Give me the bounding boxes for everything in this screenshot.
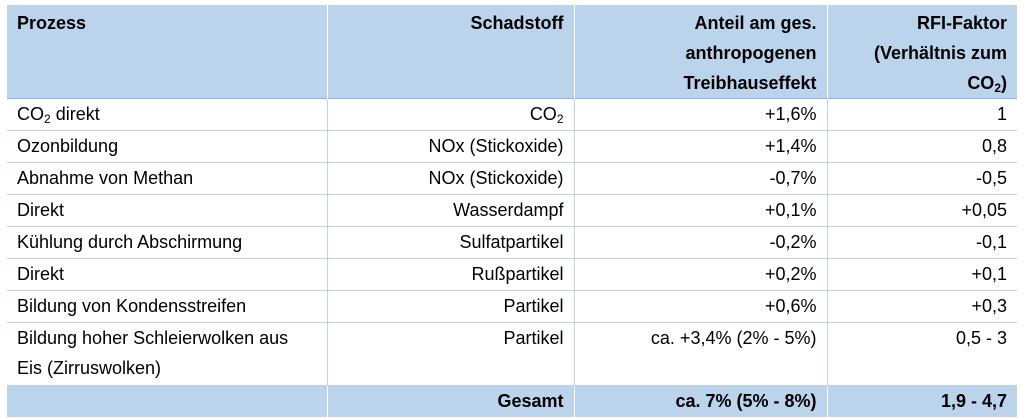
cell-schadstoff: NOx (Stickoxide) bbox=[326, 162, 574, 195]
table-body: CO2 direkt CO2 +1,6% 1 Ozonbildung NOx (… bbox=[7, 98, 1017, 386]
cell-schadstoff: Partikel bbox=[326, 290, 574, 323]
table-header: Prozess Schadstoff Anteil am ges. anthro… bbox=[7, 5, 1017, 99]
header-prozess: Prozess bbox=[7, 5, 327, 99]
total-row: Gesamt ca. 7% (5% - 8%) 1,9 - 4,7 bbox=[7, 385, 1017, 417]
cell-schadstoff: Wasserdampf bbox=[326, 194, 574, 227]
table-row: Direkt Wasserdampf +0,1% +0,05 bbox=[7, 194, 1017, 227]
cell-prozess: CO2 direkt bbox=[7, 98, 327, 131]
header-rfi-sub: 2 bbox=[994, 81, 1001, 95]
cell-schadstoff: NOx (Stickoxide) bbox=[326, 130, 574, 163]
cell-anteil: -0,7% bbox=[573, 162, 827, 195]
cell-prozess: Bildung hoher Schleierwolken aus Eis (Zi… bbox=[7, 322, 327, 386]
cell-prozess-rest: direkt bbox=[50, 104, 100, 124]
header-anteil: Anteil am ges. anthropogenen Treibhausef… bbox=[573, 5, 827, 99]
total-rfi: 1,9 - 4,7 bbox=[826, 385, 1017, 417]
table-footer: Gesamt ca. 7% (5% - 8%) 1,9 - 4,7 bbox=[7, 385, 1017, 417]
total-empty-cell bbox=[7, 385, 327, 417]
table-row: Abnahme von Methan NOx (Stickoxide) -0,7… bbox=[7, 162, 1017, 195]
table-row: Direkt Rußpartikel +0,2% +0,1 bbox=[7, 258, 1017, 291]
header-rfi-end: ) bbox=[1001, 73, 1007, 93]
table-row: Kühlung durch Abschirmung Sulfatpartikel… bbox=[7, 226, 1017, 259]
emissions-table: Prozess Schadstoff Anteil am ges. anthro… bbox=[7, 5, 1017, 417]
cell-prozess: Direkt bbox=[7, 194, 327, 227]
cell-anteil: +0,6% bbox=[573, 290, 827, 323]
cell-schadstoff: CO2 bbox=[326, 98, 574, 131]
table-row: CO2 direkt CO2 +1,6% 1 bbox=[7, 98, 1017, 131]
header-schadstoff: Schadstoff bbox=[326, 5, 574, 99]
header-rfi-faktor: RFI-Faktor (Verhältnis zum CO2) bbox=[826, 5, 1017, 99]
cell-prozess: Direkt bbox=[7, 258, 327, 291]
cell-rfi: +0,3 bbox=[826, 290, 1017, 323]
cell-rfi: +0,05 bbox=[826, 194, 1017, 227]
cell-prozess: Bildung von Kondensstreifen bbox=[7, 290, 327, 323]
cell-anteil: ca. +3,4% (2% - 5%) bbox=[573, 322, 827, 386]
cell-rfi: -0,1 bbox=[826, 226, 1017, 259]
header-rfi-main: RFI-Faktor (Verhältnis zum CO bbox=[873, 13, 1007, 93]
table-row: Ozonbildung NOx (Stickoxide) +1,4% 0,8 bbox=[7, 130, 1017, 163]
cell-prozess: Abnahme von Methan bbox=[7, 162, 327, 195]
cell-prozess-sub: 2 bbox=[44, 112, 51, 126]
cell-anteil: +1,4% bbox=[573, 130, 827, 163]
cell-schadstoff-co: CO bbox=[529, 104, 557, 124]
cell-rfi: +0,1 bbox=[826, 258, 1017, 291]
cell-schadstoff: Rußpartikel bbox=[326, 258, 574, 291]
cell-schadstoff-sub: 2 bbox=[556, 112, 564, 126]
cell-prozess: Kühlung durch Abschirmung bbox=[7, 226, 327, 259]
cell-rfi: 0,8 bbox=[826, 130, 1017, 163]
cell-schadstoff: Sulfatpartikel bbox=[326, 226, 574, 259]
cell-anteil: -0,2% bbox=[573, 226, 827, 259]
total-anteil: ca. 7% (5% - 8%) bbox=[573, 385, 827, 417]
table-row: Bildung hoher Schleierwolken aus Eis (Zi… bbox=[7, 322, 1017, 386]
cell-rfi: -0,5 bbox=[826, 162, 1017, 195]
cell-prozess-co: CO bbox=[17, 104, 44, 124]
table-row: Bildung von Kondensstreifen Partikel +0,… bbox=[7, 290, 1017, 323]
cell-rfi: 1 bbox=[826, 98, 1017, 131]
cell-rfi: 0,5 - 3 bbox=[826, 322, 1017, 386]
total-label: Gesamt bbox=[326, 385, 574, 417]
cell-prozess: Ozonbildung bbox=[7, 130, 327, 163]
cell-schadstoff: Partikel bbox=[326, 322, 574, 386]
cell-anteil: +0,1% bbox=[573, 194, 827, 227]
cell-anteil: +0,2% bbox=[573, 258, 827, 291]
cell-anteil: +1,6% bbox=[573, 98, 827, 131]
